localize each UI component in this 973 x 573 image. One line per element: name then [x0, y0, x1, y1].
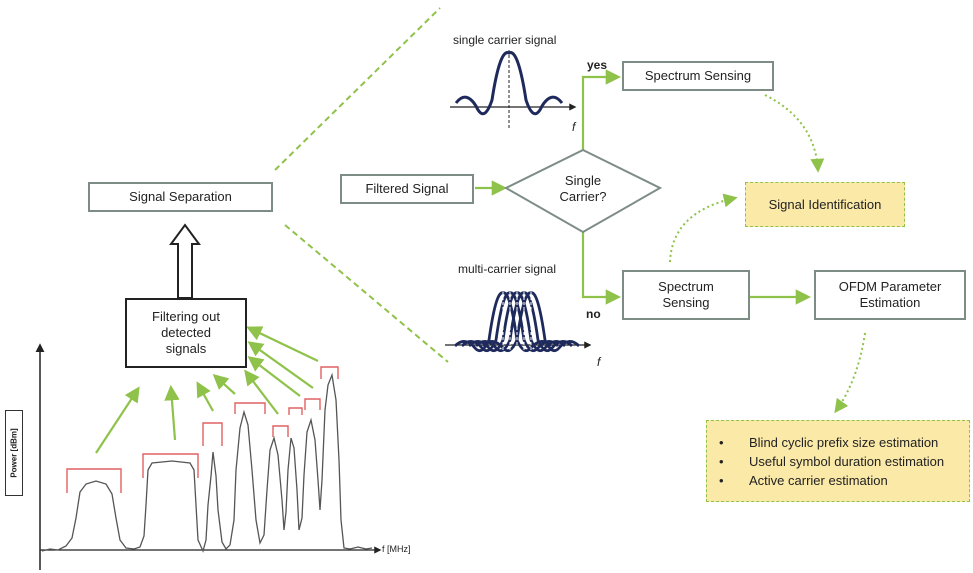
sensing-bottom-to-identification-arrow: [669, 193, 738, 263]
no-label: no: [586, 307, 601, 321]
estimation-list: • Blind cyclic prefix size estimation • Us…: [706, 420, 970, 502]
detection-brackets: [66, 366, 339, 493]
single-carrier-decision-diamond: [503, 148, 663, 234]
single-carrier-question: Single Carrier?: [559, 173, 607, 204]
power-axis-label: Power [dBm]: [9, 428, 19, 478]
yes-branch-arrow: [581, 69, 622, 150]
spectrum-sensing-bottom-box: Spectrum Sensing: [622, 270, 750, 320]
frequency-label-bottom: f: [597, 355, 601, 369]
multi-carrier-signal-label: multi-carrier signal: [458, 262, 557, 276]
hollow-up-arrow: [169, 223, 201, 299]
signal-separation-box: Signal Separation: [88, 182, 273, 212]
list-item: • Useful symbol duration estimation: [719, 454, 945, 469]
frequency-label-top: f: [572, 120, 576, 134]
zoom-line-top: [274, 7, 441, 171]
filtering-box: Filtering out detected signals: [125, 298, 247, 368]
signal-identification-box: Signal Identification: [745, 182, 905, 227]
no-branch-arrow: [581, 232, 622, 305]
ofdm-estimation-box: OFDM Parameter Estimation: [814, 270, 966, 320]
filtered-signal-box: Filtered Signal: [340, 174, 474, 204]
spectrum-curve: [41, 372, 373, 553]
spectrum-sensing-top-box: Spectrum Sensing: [622, 61, 774, 91]
power-axis-label-box: Power [dBm]: [5, 410, 23, 496]
list-item: • Active carrier estimation: [719, 473, 888, 488]
list-item: • Blind cyclic prefix size estimation: [719, 435, 939, 450]
frequency-axis-label: f [MHz]: [382, 544, 411, 554]
detection-arrows: [95, 326, 319, 454]
yes-label: yes: [587, 58, 608, 72]
sensing-top-to-identification-arrow: [764, 94, 825, 173]
zoom-line-bottom: [284, 224, 449, 363]
ofdm-to-estimations-arrow: [834, 332, 866, 414]
single-carrier-signal-label: single carrier signal: [453, 33, 557, 47]
single-carrier-plot: [450, 50, 577, 128]
multi-carrier-plot: [445, 291, 592, 356]
